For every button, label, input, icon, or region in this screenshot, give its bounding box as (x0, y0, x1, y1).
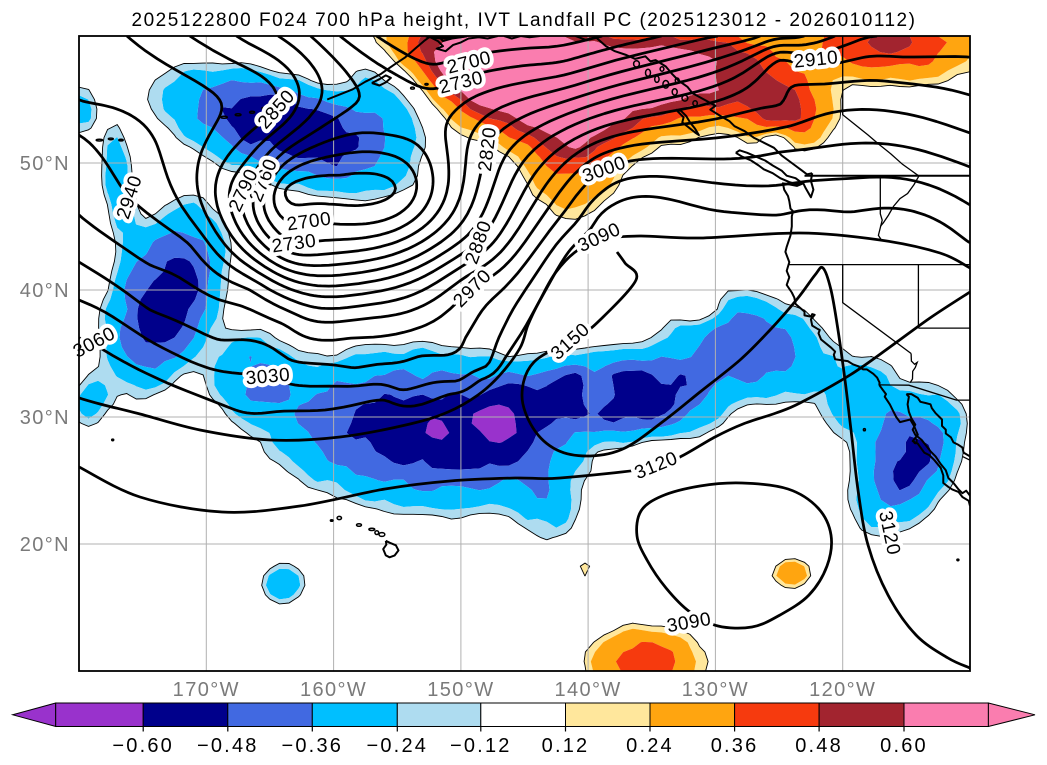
svg-text:−0.12: −0.12 (450, 735, 512, 757)
svg-text:0.36: 0.36 (711, 735, 759, 757)
svg-text:150°W: 150°W (427, 679, 494, 701)
svg-text:40°N: 40°N (20, 280, 70, 302)
svg-text:160°W: 160°W (300, 679, 367, 701)
svg-text:50°N: 50°N (20, 153, 70, 175)
svg-text:0.24: 0.24 (626, 735, 674, 757)
svg-text:2025122800 F024 700 hPa height: 2025122800 F024 700 hPa height, IVT Land… (132, 10, 917, 31)
svg-text:140°W: 140°W (554, 679, 621, 701)
svg-text:−0.60: −0.60 (112, 735, 174, 757)
svg-text:−0.48: −0.48 (197, 735, 259, 757)
svg-text:170°W: 170°W (173, 679, 240, 701)
svg-text:20°N: 20°N (20, 534, 70, 556)
svg-text:120°W: 120°W (809, 679, 876, 701)
svg-text:3030: 3030 (245, 365, 291, 390)
svg-text:30°N: 30°N (20, 407, 70, 429)
svg-text:0.12: 0.12 (542, 735, 590, 757)
svg-text:−0.36: −0.36 (281, 735, 343, 757)
svg-text:0.48: 0.48 (795, 735, 843, 757)
svg-text:−0.24: −0.24 (366, 735, 428, 757)
svg-text:130°W: 130°W (682, 679, 749, 701)
svg-text:0.60: 0.60 (880, 735, 928, 757)
